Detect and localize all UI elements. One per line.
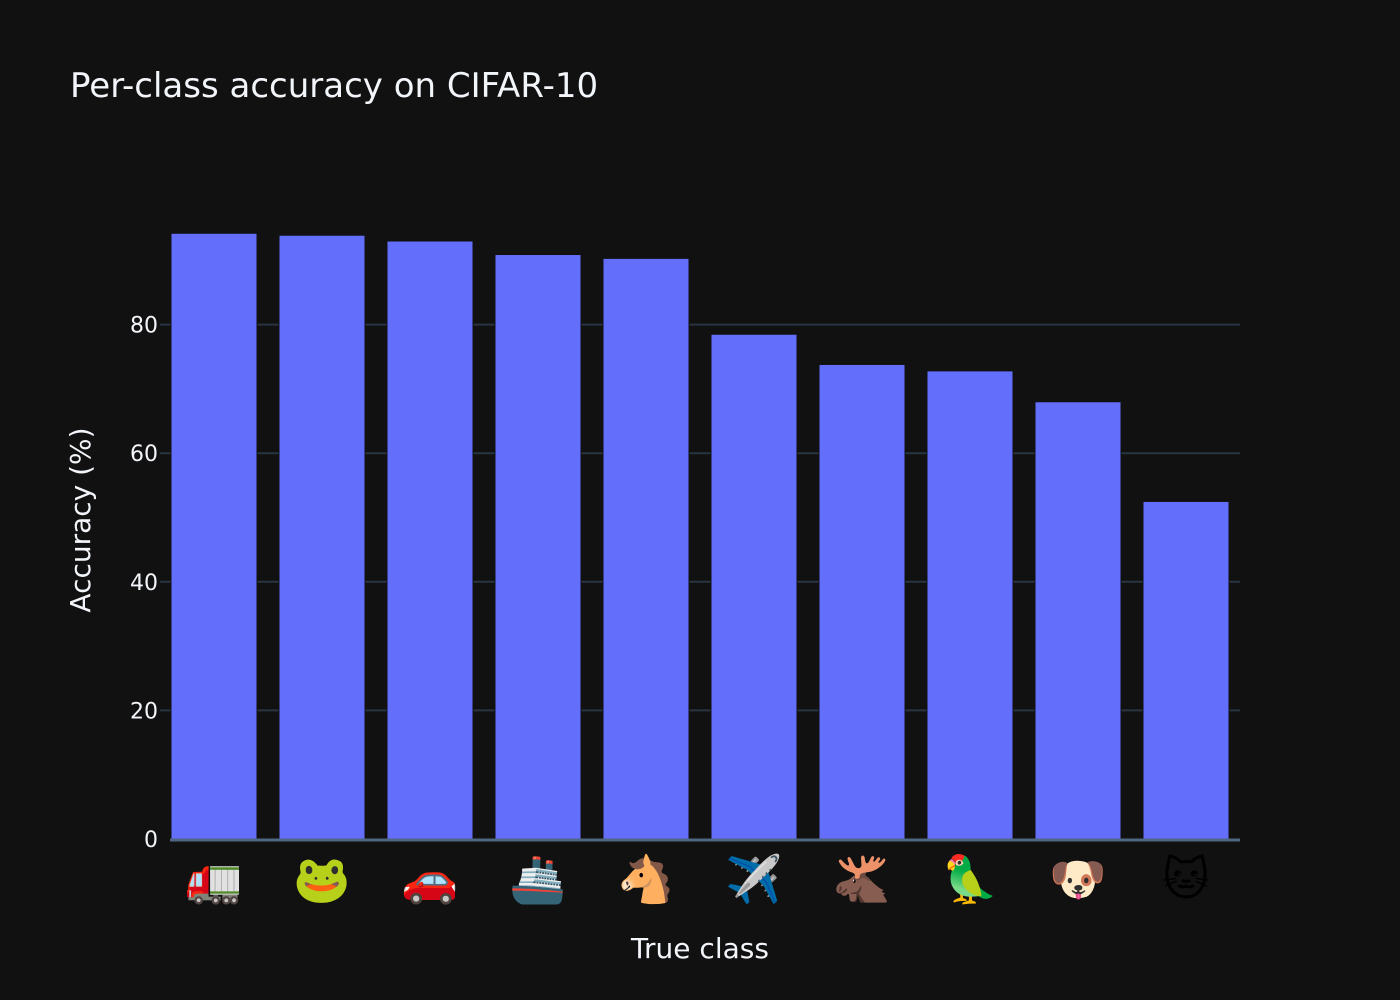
bar-8 [1034,401,1122,840]
x-category-label-5: ✈️ [725,851,782,906]
y-tick-label-0: 0 [144,828,158,853]
x-category-label-6: 🫎 [833,852,890,906]
x-category-label-2: 🚗 [401,852,458,906]
bar-1 [278,234,366,840]
x-axis-title: True class [630,932,769,965]
y-tick-labels: 0 20 40 60 80 [130,314,158,853]
y-axis-title: Accuracy (%) [64,427,97,612]
bar-9 [1142,500,1230,840]
chart-title: Per-class accuracy on CIFAR-10 [70,66,599,106]
x-category-label-3: 🚢 [509,852,566,906]
bar-4 [602,257,690,840]
x-category-label-8: 🐶 [1049,852,1106,906]
bars [170,232,1230,840]
y-tick-label-60: 60 [130,442,158,467]
y-tick-label-80: 80 [130,314,158,339]
x-category-label-7: 🦜 [941,851,998,907]
bar-3 [494,254,582,840]
bar-6 [818,363,906,840]
bar-5 [710,333,798,840]
y-tick-label-40: 40 [130,571,158,596]
x-category-label-9: 🐱 [1162,852,1210,906]
bar-0 [170,232,258,840]
bar-2 [386,240,474,840]
x-category-labels: 🚛 🐸 🚗 🚢 🐴 ✈️ 🫎 🦜 🐶 🐱 [185,851,1210,907]
y-tick-label-20: 20 [130,699,158,724]
bar-7 [926,370,1014,840]
x-category-label-4: 🐴 [617,852,674,906]
x-category-label-0: 🚛 [185,852,242,906]
x-category-label-1: 🐸 [293,852,350,906]
